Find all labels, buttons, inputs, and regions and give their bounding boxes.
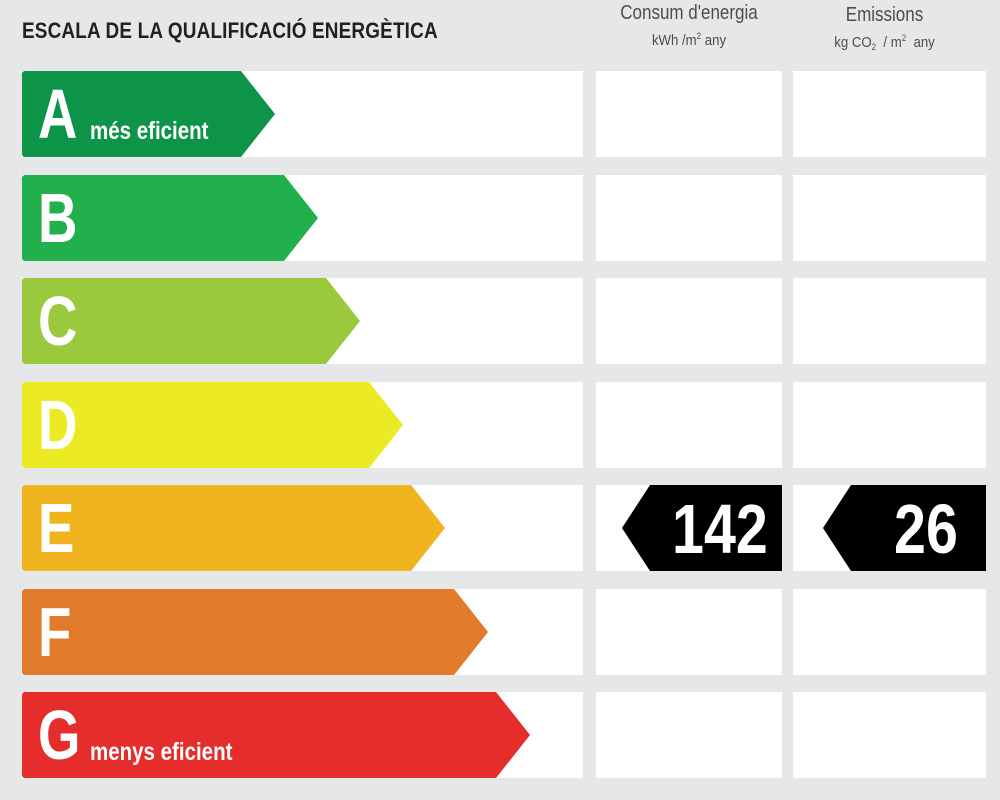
rating-arrow-b: B	[22, 175, 318, 261]
emissions-cell-b	[793, 175, 986, 261]
rating-arrow-c: C	[22, 278, 360, 364]
consum-title: Consum d'energia	[620, 2, 758, 24]
rating-row-d: D	[0, 382, 1000, 468]
rating-sublabel-g: menys eficient	[90, 738, 233, 766]
emissions-title: Emissions	[845, 4, 924, 26]
consum-cell-b	[596, 175, 782, 261]
rating-arrow-e: E	[22, 485, 445, 571]
rating-arrow-f: F	[22, 589, 488, 675]
rating-letter-c: C	[38, 282, 78, 360]
rating-letter-e: E	[38, 489, 75, 567]
consum-cell-f	[596, 589, 782, 675]
rating-arrow-d: D	[22, 382, 403, 468]
consum-cell-d	[596, 382, 782, 468]
consum-value: 142	[672, 490, 768, 568]
rating-bar-cell-c: C	[22, 278, 583, 364]
rating-row-e: E 142 26	[0, 485, 1000, 571]
rating-row-b: B	[0, 175, 1000, 261]
emissions-unit: kg CO2 / m2 any	[834, 33, 935, 52]
rating-letter-b: B	[38, 179, 78, 257]
rating-letter-g: G	[38, 696, 81, 774]
emissions-cell-d	[793, 382, 986, 468]
rating-letter-a: A	[38, 75, 78, 153]
rating-row-c: C	[0, 278, 1000, 364]
consum-column-header: Consum d'energia kWh /m2 any	[596, 2, 782, 49]
rating-letter-d: D	[38, 386, 78, 464]
consum-value-badge: 142	[622, 485, 782, 571]
consum-cell-g	[596, 692, 782, 778]
rating-bar-cell-f: F	[22, 589, 583, 675]
rating-sublabel-a: més eficient	[90, 117, 209, 145]
rating-bar-cell-b: B	[22, 175, 583, 261]
emissions-column-header: Emissions kg CO2 / m2 any	[793, 4, 976, 52]
rating-letter-f: F	[38, 593, 72, 671]
emissions-cell-e: 26	[793, 485, 986, 571]
page-title: ESCALA DE LA QUALIFICACIÓ ENERGÈTICA	[22, 18, 438, 43]
emissions-value-badge: 26	[823, 485, 986, 571]
emissions-value: 26	[894, 490, 958, 568]
emissions-cell-g	[793, 692, 986, 778]
emissions-cell-f	[793, 589, 986, 675]
consum-cell-e: 142	[596, 485, 782, 571]
rating-row-f: F	[0, 589, 1000, 675]
rating-bar-cell-d: D	[22, 382, 583, 468]
consum-unit: kWh /m2 any	[651, 31, 727, 49]
emissions-cell-a	[793, 71, 986, 157]
consum-cell-c	[596, 278, 782, 364]
rating-bar-cell-e: E	[22, 485, 583, 571]
consum-cell-a	[596, 71, 782, 157]
emissions-cell-c	[793, 278, 986, 364]
